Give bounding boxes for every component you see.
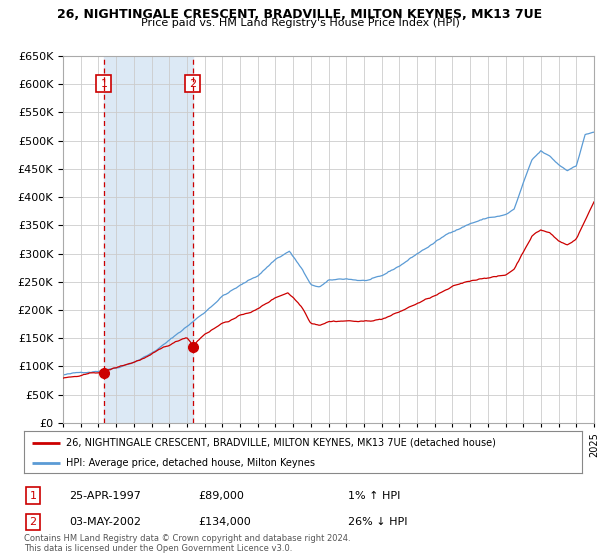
Text: HPI: Average price, detached house, Milton Keynes: HPI: Average price, detached house, Milt… bbox=[66, 458, 315, 468]
Text: 2: 2 bbox=[190, 78, 196, 88]
Text: 25-APR-1997: 25-APR-1997 bbox=[69, 491, 141, 501]
Text: 26% ↓ HPI: 26% ↓ HPI bbox=[348, 517, 407, 527]
Text: Contains HM Land Registry data © Crown copyright and database right 2024.
This d: Contains HM Land Registry data © Crown c… bbox=[24, 534, 350, 553]
Text: 1% ↑ HPI: 1% ↑ HPI bbox=[348, 491, 400, 501]
Text: 1: 1 bbox=[29, 491, 37, 501]
Text: 2: 2 bbox=[29, 517, 37, 527]
Text: 03-MAY-2002: 03-MAY-2002 bbox=[69, 517, 141, 527]
Text: £134,000: £134,000 bbox=[198, 517, 251, 527]
Text: £89,000: £89,000 bbox=[198, 491, 244, 501]
Text: Price paid vs. HM Land Registry's House Price Index (HPI): Price paid vs. HM Land Registry's House … bbox=[140, 18, 460, 29]
Text: 26, NIGHTINGALE CRESCENT, BRADVILLE, MILTON KEYNES, MK13 7UE (detached house): 26, NIGHTINGALE CRESCENT, BRADVILLE, MIL… bbox=[66, 438, 496, 448]
Bar bbox=[104, 56, 193, 423]
Text: 1: 1 bbox=[100, 78, 107, 88]
Text: 26, NIGHTINGALE CRESCENT, BRADVILLE, MILTON KEYNES, MK13 7UE: 26, NIGHTINGALE CRESCENT, BRADVILLE, MIL… bbox=[58, 8, 542, 21]
